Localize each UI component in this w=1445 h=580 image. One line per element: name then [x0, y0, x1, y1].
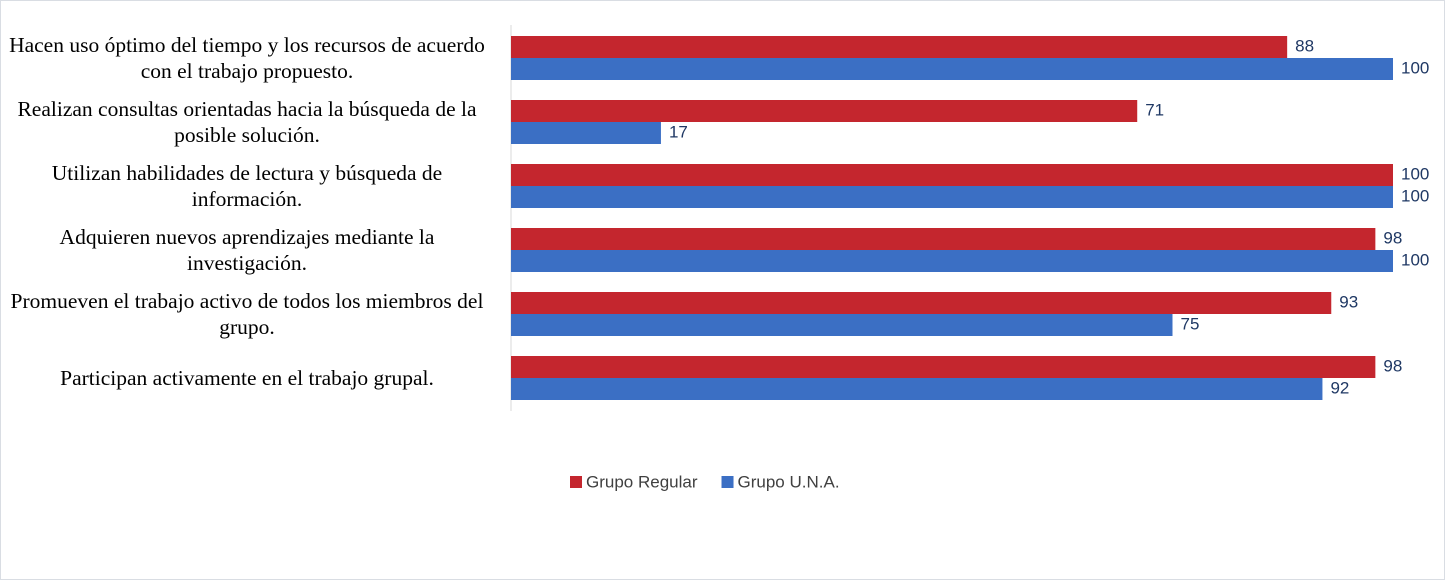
- value-label: 100: [1401, 58, 1429, 77]
- category-label: Utilizan habilidades de lectura y búsque…: [51, 161, 443, 211]
- value-label: 93: [1339, 292, 1358, 311]
- bar: [511, 250, 1393, 272]
- value-label: 17: [669, 122, 688, 141]
- category-label: Adquieren nuevos aprendizajes mediante l…: [59, 225, 435, 275]
- bar: [511, 356, 1376, 378]
- value-label: 98: [1383, 228, 1402, 247]
- bar: [511, 186, 1393, 208]
- category-label: Realizan consultas orientadas hacia la b…: [17, 97, 477, 147]
- value-label: 88: [1295, 36, 1314, 55]
- value-label: 100: [1401, 186, 1429, 205]
- category-label: Hacen uso óptimo del tiempo y los recurs…: [9, 33, 485, 83]
- value-label: 92: [1330, 378, 1349, 397]
- legend-swatch: [570, 476, 582, 488]
- legend-label: Grupo Regular: [586, 472, 698, 491]
- bar: [511, 122, 661, 144]
- legend-label: Grupo U.N.A.: [738, 472, 840, 491]
- value-label: 75: [1181, 314, 1200, 333]
- category-label: Promueven el trabajo activo de todos los…: [10, 289, 484, 339]
- category-label: Participan activamente en el trabajo gru…: [60, 366, 434, 390]
- bar: [511, 292, 1332, 314]
- value-label: 71: [1145, 100, 1164, 119]
- value-label: 98: [1383, 356, 1402, 375]
- bar: [511, 58, 1393, 80]
- bar: [511, 36, 1288, 58]
- bar: [511, 228, 1376, 250]
- value-label: 100: [1401, 164, 1429, 183]
- bar: [511, 100, 1138, 122]
- bar: [511, 378, 1323, 400]
- bar: [511, 314, 1173, 336]
- bar: [511, 164, 1393, 186]
- legend-swatch: [721, 476, 734, 488]
- value-label: 100: [1401, 250, 1429, 269]
